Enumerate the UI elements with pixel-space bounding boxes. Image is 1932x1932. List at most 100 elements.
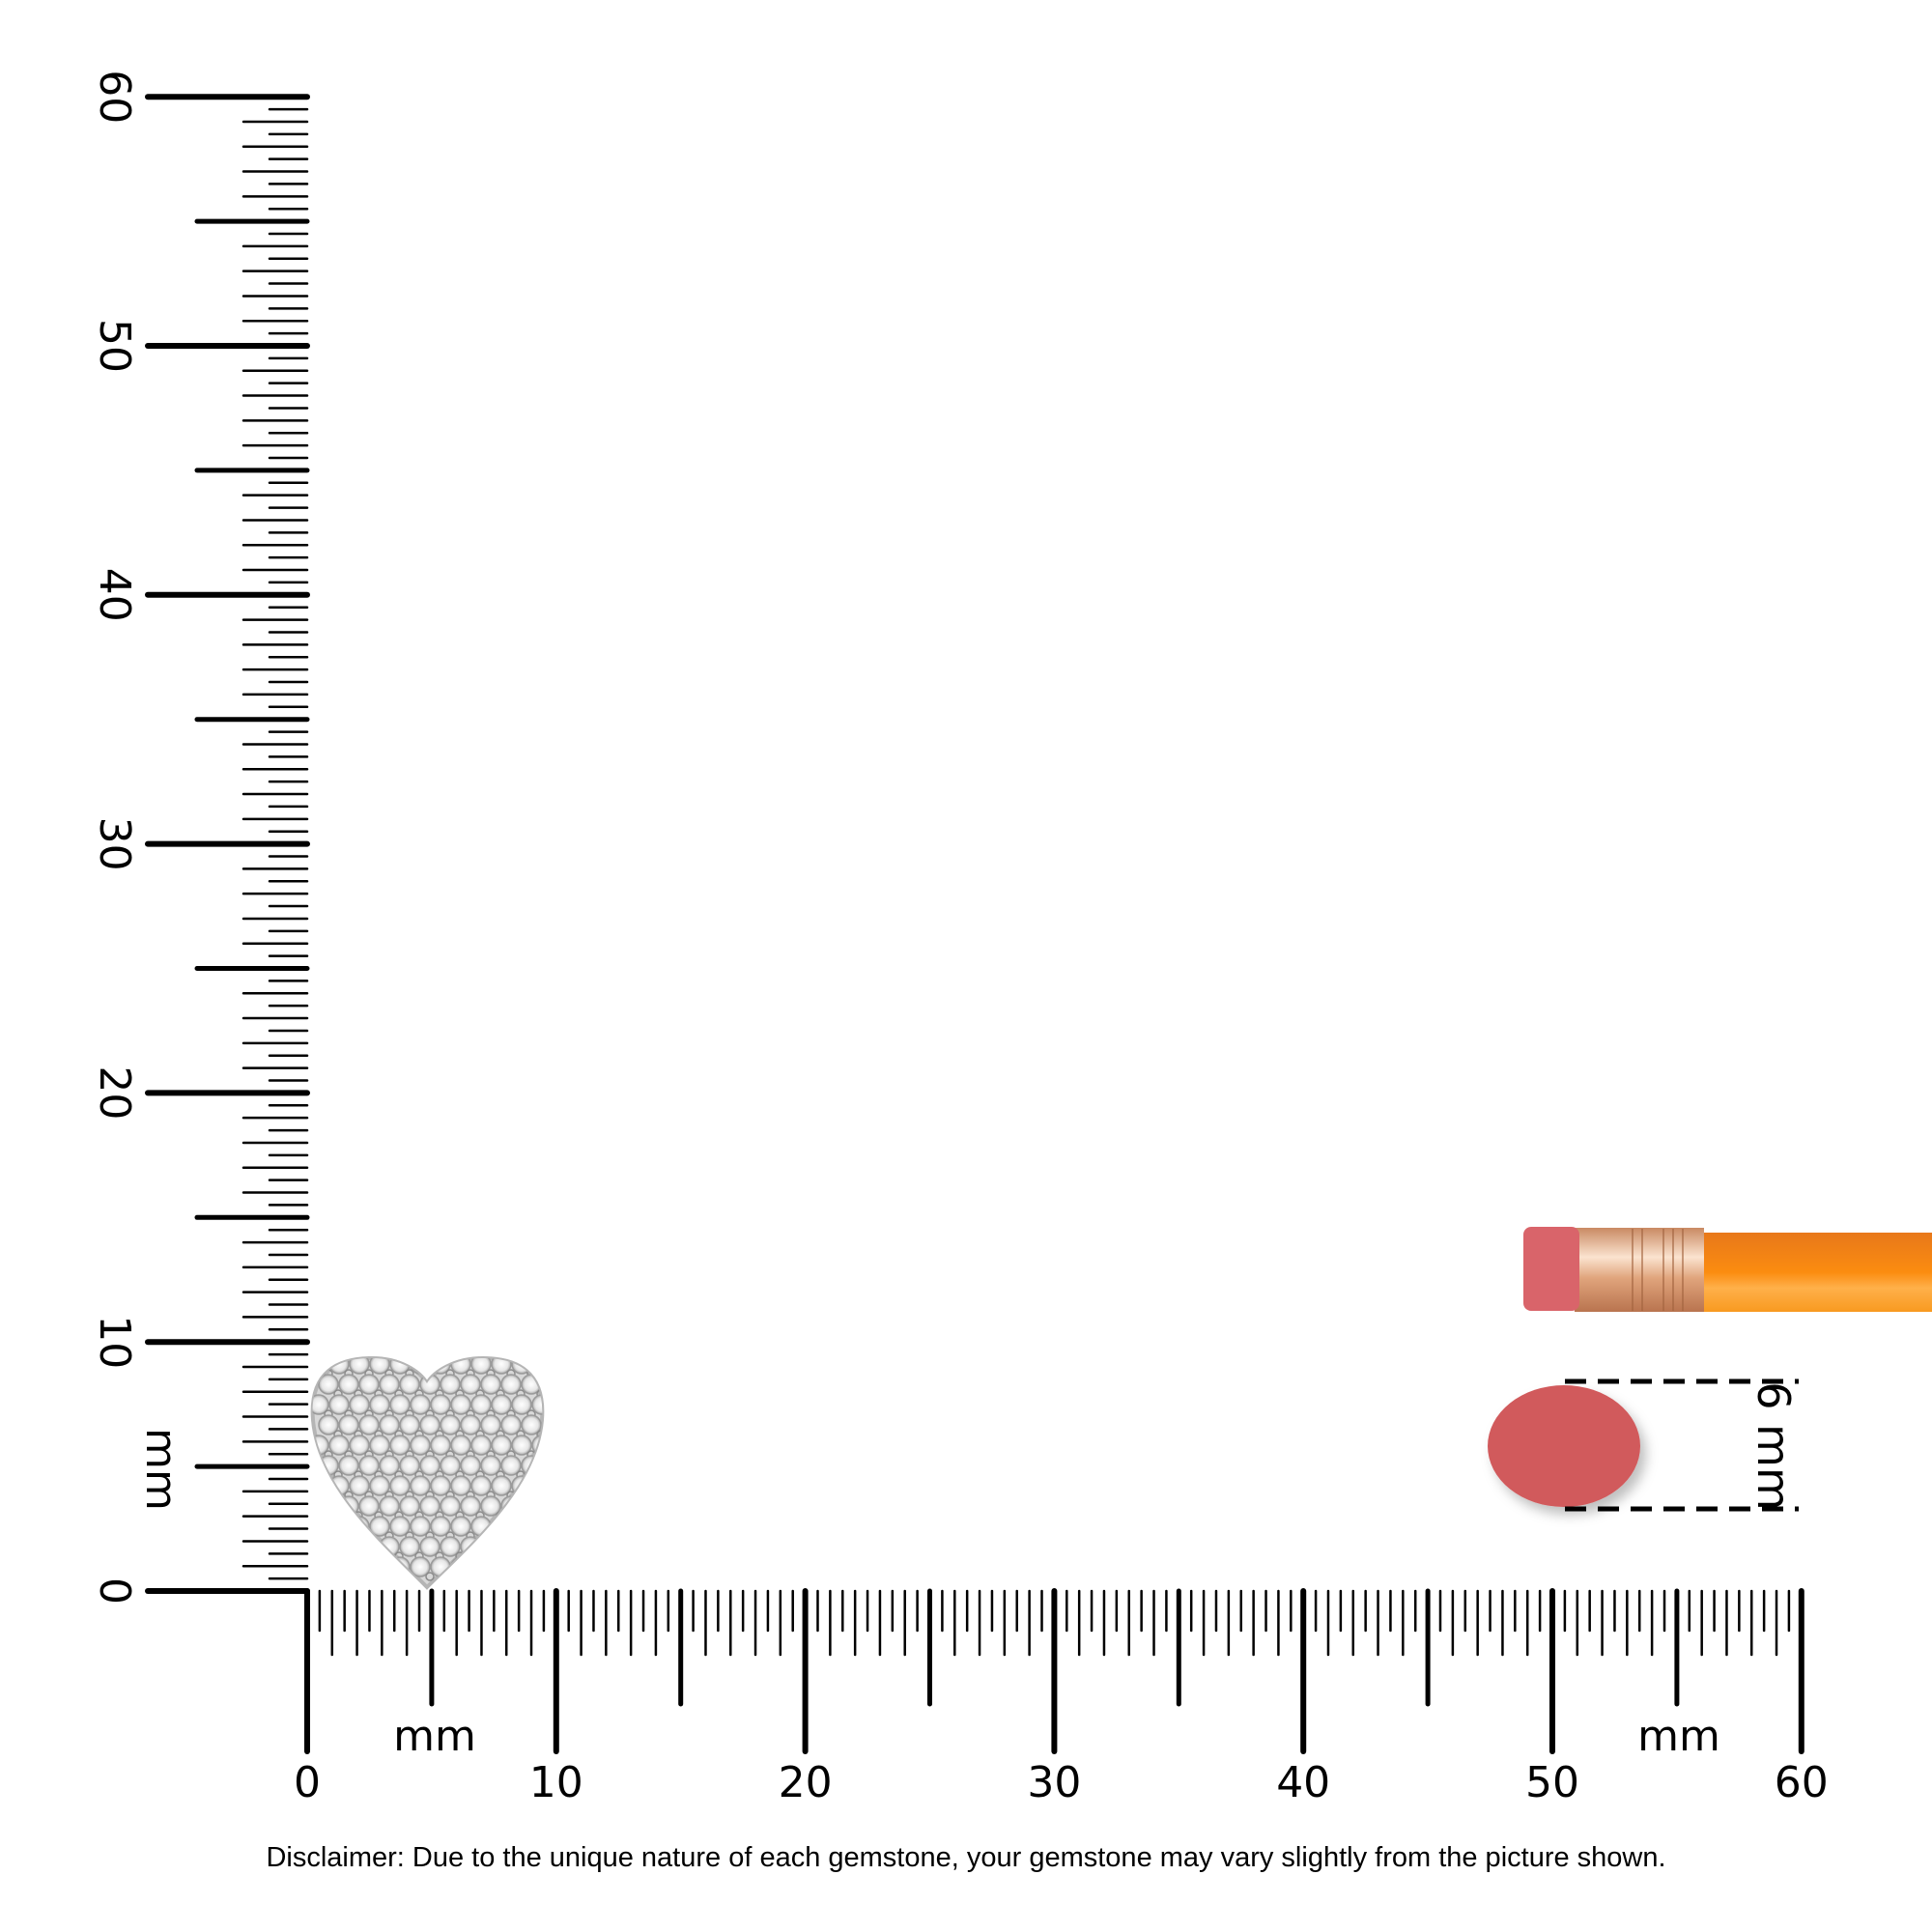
prong bbox=[516, 1511, 526, 1520]
gemstone bbox=[312, 1475, 329, 1496]
gemstone bbox=[531, 1475, 543, 1496]
gemstone bbox=[450, 1435, 471, 1456]
prong bbox=[536, 1470, 543, 1480]
gemstone bbox=[491, 1435, 512, 1456]
gemstone bbox=[541, 1536, 543, 1557]
gemstone bbox=[480, 1414, 501, 1435]
gemstone bbox=[450, 1556, 471, 1577]
gemstone bbox=[470, 1556, 492, 1577]
horizontal-unit-label-right: mm bbox=[1637, 1712, 1720, 1761]
horizontal-tick-label: 30 bbox=[1027, 1758, 1081, 1807]
gemstone bbox=[531, 1516, 543, 1537]
prong bbox=[516, 1551, 526, 1561]
gemstone bbox=[480, 1374, 501, 1395]
prong bbox=[548, 1532, 555, 1540]
prong bbox=[354, 1551, 363, 1561]
gemstone bbox=[410, 1475, 431, 1496]
gemstone bbox=[328, 1556, 350, 1577]
gemstone bbox=[389, 1475, 411, 1496]
prong bbox=[536, 1551, 543, 1561]
vertical-tick-label: 50 bbox=[90, 319, 139, 373]
prong bbox=[557, 1431, 565, 1438]
gemstone bbox=[358, 1374, 380, 1395]
eraser-dimension-label: 6 mm bbox=[1747, 1381, 1800, 1511]
gemstone bbox=[318, 1495, 339, 1517]
gemstone bbox=[369, 1475, 390, 1496]
gemstone bbox=[511, 1516, 532, 1537]
gemstone bbox=[338, 1374, 359, 1395]
gemstone bbox=[521, 1536, 542, 1557]
gemstone bbox=[460, 1495, 481, 1517]
gemstone bbox=[450, 1475, 471, 1496]
gemstone bbox=[349, 1475, 370, 1496]
prong bbox=[526, 1491, 536, 1500]
gemstone bbox=[358, 1495, 380, 1517]
gemstone bbox=[419, 1536, 440, 1557]
pencil-image bbox=[1523, 1227, 1932, 1312]
prong bbox=[344, 1572, 354, 1581]
gemstone bbox=[500, 1414, 522, 1435]
gemstone bbox=[410, 1435, 431, 1456]
gemstone bbox=[410, 1516, 431, 1537]
gemstone bbox=[521, 1495, 542, 1517]
gemstone bbox=[419, 1455, 440, 1476]
gemstone bbox=[399, 1495, 420, 1517]
vertical-tick-label: 0 bbox=[90, 1577, 139, 1605]
gemstone bbox=[369, 1394, 390, 1415]
gemstone bbox=[500, 1374, 522, 1395]
gemstone bbox=[500, 1536, 522, 1557]
gemstone bbox=[389, 1394, 411, 1415]
gemstone bbox=[531, 1358, 543, 1375]
prong bbox=[486, 1531, 496, 1541]
gemstone bbox=[480, 1536, 501, 1557]
prong bbox=[324, 1572, 333, 1581]
prong bbox=[557, 1471, 565, 1479]
gemstone bbox=[328, 1516, 350, 1537]
prong bbox=[374, 1551, 384, 1561]
gemstone bbox=[358, 1536, 380, 1557]
gemstone bbox=[470, 1435, 492, 1456]
gemstone bbox=[312, 1516, 329, 1537]
gemstone bbox=[450, 1394, 471, 1415]
horizontal-tick-label: 10 bbox=[529, 1758, 583, 1807]
gemstone bbox=[511, 1394, 532, 1415]
gemstone bbox=[369, 1516, 390, 1537]
gemstone bbox=[338, 1455, 359, 1476]
prong bbox=[557, 1552, 565, 1560]
gemstone bbox=[430, 1475, 451, 1496]
gemstone bbox=[349, 1435, 370, 1456]
prong bbox=[506, 1531, 516, 1541]
gemstone bbox=[430, 1516, 451, 1537]
gemstone bbox=[349, 1394, 370, 1415]
gemstone bbox=[419, 1495, 440, 1517]
prong bbox=[557, 1390, 565, 1398]
gemstone bbox=[460, 1374, 481, 1395]
gemstone bbox=[379, 1495, 400, 1517]
horizontal-tick-label: 60 bbox=[1775, 1758, 1829, 1807]
gemstone bbox=[379, 1374, 400, 1395]
prong bbox=[548, 1573, 555, 1580]
gemstone bbox=[410, 1358, 431, 1375]
gemstone bbox=[511, 1435, 532, 1456]
prong bbox=[526, 1531, 536, 1541]
gemstone bbox=[312, 1358, 329, 1375]
vertical-tick-label: 60 bbox=[90, 70, 139, 124]
gemstone bbox=[430, 1556, 451, 1577]
gemstone bbox=[399, 1374, 420, 1395]
gemstone bbox=[440, 1536, 461, 1557]
horizontal-ruler: 0 10 20 30 40 50 60 bbox=[294, 1588, 1829, 1807]
gemstone bbox=[480, 1495, 501, 1517]
vertical-tick-label: 40 bbox=[90, 568, 139, 622]
gemstone bbox=[470, 1394, 492, 1415]
gemstone bbox=[399, 1455, 420, 1476]
gemstone bbox=[389, 1435, 411, 1456]
gemstone bbox=[460, 1414, 481, 1435]
prong bbox=[557, 1512, 565, 1520]
prong bbox=[496, 1551, 505, 1561]
horizontal-unit-label-left: mm bbox=[393, 1712, 476, 1761]
gemstone bbox=[460, 1455, 481, 1476]
gemstone bbox=[369, 1556, 390, 1577]
vertical-unit-label: mm bbox=[136, 1428, 185, 1511]
gemstone bbox=[491, 1475, 512, 1496]
